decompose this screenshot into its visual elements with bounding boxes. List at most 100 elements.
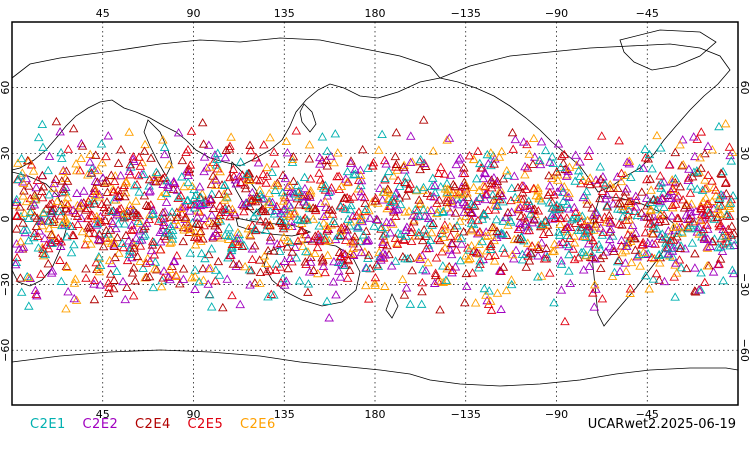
occultation-marker-c2e2 [267, 197, 278, 207]
occultation-marker-c2e1 [727, 265, 738, 274]
occultation-marker-c2e1 [65, 221, 76, 230]
occultation-marker-c2e5 [225, 141, 235, 150]
occultation-marker-c2e4 [726, 230, 737, 239]
occultation-marker-c2e5 [598, 227, 608, 236]
occultation-marker-c2e6 [564, 188, 574, 198]
occultation-marker-c2e4 [415, 164, 425, 174]
occultation-marker-c2e1 [119, 219, 130, 228]
occultation-marker-c2e5 [118, 242, 129, 252]
occultation-marker-c2e6 [92, 211, 102, 221]
occultation-marker-c2e6 [76, 201, 86, 210]
occultation-marker-c2e6 [621, 266, 631, 275]
occultation-marker-c2e5 [439, 169, 450, 178]
occultation-marker-c2e4 [645, 174, 655, 183]
occultation-marker-c2e5 [594, 214, 605, 223]
occultation-marker-c2e5 [685, 188, 696, 197]
occultation-marker-c2e5 [430, 268, 441, 277]
occultation-marker-c2e2 [515, 218, 525, 227]
occultation-marker-c2e1 [479, 283, 490, 293]
occultation-marker-c2e4 [702, 205, 713, 214]
occultation-marker-c2e4 [240, 183, 251, 193]
coastline-antarctica [11, 349, 739, 387]
occultation-marker-c2e2 [447, 267, 457, 277]
occultation-marker-c2e5 [565, 233, 575, 242]
occultation-marker-c2e2 [632, 251, 642, 261]
occultation-marker-c2e1 [219, 180, 230, 190]
occultation-marker-c2e2 [575, 157, 585, 166]
occultation-marker-c2e6 [240, 261, 250, 271]
occultation-marker-c2e1 [56, 276, 67, 285]
occultation-marker-c2e1 [428, 173, 438, 182]
occultation-marker-c2e6 [695, 153, 705, 162]
occultation-marker-c2e6 [322, 209, 333, 219]
occultation-marker-c2e1 [484, 286, 494, 295]
occultation-marker-c2e2 [605, 224, 616, 234]
occultation-marker-c2e2 [190, 284, 200, 293]
occultation-marker-c2e4 [147, 240, 158, 249]
occultation-marker-c2e6 [380, 281, 390, 290]
occultation-marker-c2e6 [284, 211, 295, 220]
occultation-marker-c2e1 [549, 297, 559, 307]
occultation-marker-c2e4 [582, 199, 592, 208]
occultation-marker-c2e5 [133, 210, 144, 220]
occultation-marker-c2e2 [667, 211, 677, 220]
occultation-marker-c2e6 [173, 220, 183, 230]
occultation-marker-c2e4 [408, 217, 419, 226]
occultation-marker-c2e4 [158, 207, 168, 217]
occultation-marker-c2e4 [50, 235, 60, 244]
occultation-marker-c2e4 [218, 302, 228, 312]
occultation-marker-c2e2 [355, 165, 366, 174]
occultation-marker-c2e5 [550, 213, 561, 222]
occultation-marker-c2e5 [233, 239, 244, 248]
occultation-marker-c2e5 [473, 146, 483, 155]
occultation-marker-c2e2 [32, 290, 42, 300]
occultation-marker-c2e5 [616, 241, 627, 250]
occultation-marker-c2e5 [322, 224, 333, 233]
occultation-marker-c2e1 [352, 221, 363, 230]
occultation-marker-c2e5 [103, 278, 114, 287]
occultation-marker-c2e1 [644, 149, 655, 159]
occultation-marker-c2e6 [164, 271, 174, 280]
occultation-marker-c2e2 [674, 222, 685, 232]
occultation-marker-c2e2 [393, 204, 404, 213]
occultation-marker-c2e2 [511, 245, 521, 254]
occultation-marker-c2e5 [83, 213, 93, 223]
occultation-marker-c2e5 [592, 179, 603, 188]
occultation-marker-c2e6 [549, 239, 560, 248]
occultation-marker-c2e4 [507, 127, 518, 137]
occultation-marker-c2e2 [561, 191, 572, 200]
occultation-marker-c2e6 [462, 188, 472, 197]
occultation-marker-c2e4 [237, 241, 248, 251]
occultation-marker-c2e4 [604, 210, 615, 219]
coastline-eurasia [11, 37, 441, 171]
occultation-marker-c2e1 [654, 250, 664, 259]
occultation-marker-c2e5 [225, 211, 235, 221]
occultation-marker-c2e4 [283, 263, 293, 273]
occultation-marker-c2e4 [353, 242, 364, 251]
occultation-marker-c2e2 [501, 212, 511, 222]
occultation-marker-c2e1 [343, 214, 353, 223]
occultation-marker-c2e4 [654, 275, 664, 284]
occultation-marker-c2e2 [621, 241, 632, 250]
occultation-marker-c2e4 [77, 141, 88, 150]
occultation-marker-c2e2 [356, 247, 367, 257]
occultation-marker-c2e5 [451, 245, 462, 254]
occultation-marker-c2e2 [279, 256, 290, 265]
occultation-marker-c2e4 [265, 220, 275, 230]
legend-item-c2e5: C2E5 [187, 417, 224, 432]
occultation-marker-c2e2 [378, 237, 388, 246]
occultation-marker-c2e2 [624, 159, 635, 168]
occultation-marker-c2e2 [155, 227, 165, 236]
occultation-marker-c2e4 [45, 199, 55, 208]
occultation-marker-c2e4 [58, 184, 68, 193]
occultation-marker-c2e1 [602, 200, 612, 210]
occultation-marker-c2e1 [251, 207, 262, 217]
occultation-marker-c2e2 [192, 212, 203, 221]
occultation-marker-c2e1 [95, 260, 106, 269]
occultation-marker-c2e4 [449, 223, 460, 233]
occultation-marker-c2e1 [249, 211, 259, 221]
occultation-marker-c2e4 [361, 226, 371, 235]
occultation-marker-c2e5 [412, 205, 423, 215]
occultation-marker-c2e6 [513, 194, 523, 204]
occultation-marker-c2e5 [307, 236, 317, 245]
